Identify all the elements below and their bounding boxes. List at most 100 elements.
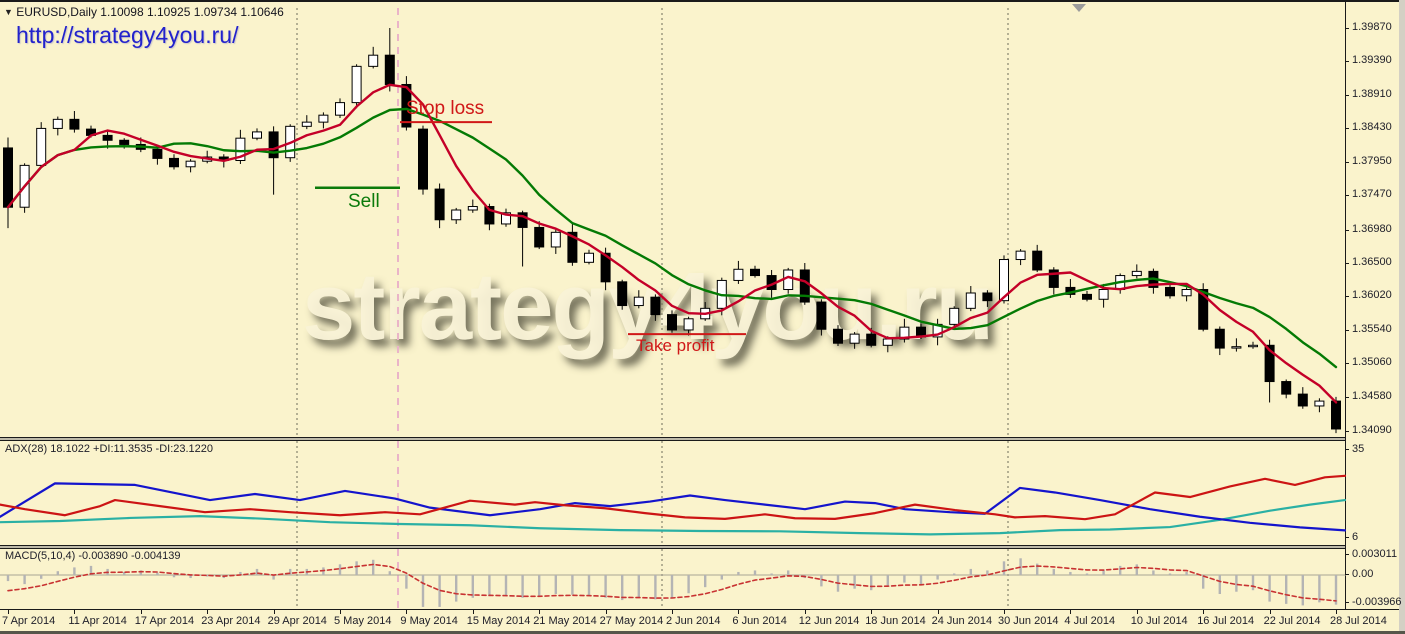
bear-candle[interactable] (1032, 250, 1043, 271)
bull-candle[interactable] (1181, 289, 1192, 297)
bull-candle[interactable] (999, 259, 1009, 302)
sell-annotation[interactable]: Sell (348, 190, 380, 212)
price-axis-label: 1.34580 (1352, 389, 1392, 402)
bull-candle[interactable] (235, 137, 246, 161)
bear-candle[interactable] (1048, 269, 1059, 288)
bear-candle[interactable] (1264, 344, 1275, 383)
bear-candle[interactable] (268, 131, 279, 159)
bull-candle[interactable] (368, 54, 379, 67)
bull-candle[interactable] (467, 206, 478, 211)
bear-candle[interactable] (750, 268, 760, 277)
macd-indicator-canvas[interactable] (0, 549, 1346, 609)
time-axis-label: 2 Jun 2014 (666, 615, 721, 627)
bull-candle[interactable] (1015, 250, 1026, 261)
bull-candle[interactable] (335, 102, 345, 116)
price-axis-label: 1.35540 (1352, 322, 1392, 335)
macd-signal-line (7, 563, 1337, 602)
bear-candle[interactable] (567, 231, 578, 263)
bull-candle[interactable] (633, 296, 644, 307)
time-axis-tick (1203, 610, 1205, 614)
bear-candle[interactable] (517, 212, 528, 228)
panel-separator[interactable] (0, 545, 1346, 549)
bear-candle[interactable] (667, 314, 677, 331)
bull-candle[interactable] (849, 333, 860, 344)
macd-axis-max-tick (1345, 554, 1349, 556)
bear-candle[interactable] (833, 328, 843, 344)
bull-candle[interactable] (733, 268, 744, 281)
price-axis-label: 1.37950 (1352, 154, 1392, 167)
bear-candle[interactable] (384, 54, 395, 85)
bull-candle[interactable] (683, 318, 694, 331)
bull-candle[interactable] (301, 121, 312, 127)
take-profit-annotation[interactable]: Take profit (636, 336, 715, 356)
bear-candle[interactable] (169, 157, 179, 168)
down-arrow-marker[interactable] (1072, 4, 1086, 12)
bull-candle[interactable] (899, 326, 910, 340)
bear-candle[interactable] (650, 296, 661, 316)
time-axis-tick (273, 610, 275, 614)
bear-candle[interactable] (1082, 293, 1092, 300)
bull-candle[interactable] (550, 231, 561, 248)
price-axis-label: 1.35060 (1352, 356, 1392, 369)
stop-loss-annotation[interactable]: Stop loss (406, 98, 485, 120)
adx-axis-max-tick (1345, 449, 1349, 450)
bull-candle[interactable] (882, 338, 893, 346)
bull-candle[interactable] (351, 65, 362, 104)
symbol-dropdown-icon[interactable]: ▼ (4, 7, 13, 17)
time-axis-label: 11 Apr 2014 (68, 615, 127, 627)
bear-candle[interactable] (1297, 393, 1308, 407)
bear-candle[interactable] (866, 333, 877, 346)
bull-candle[interactable] (501, 212, 511, 225)
bear-candle[interactable] (69, 118, 80, 130)
bull-candle[interactable] (252, 131, 262, 139)
bear-candle[interactable] (617, 281, 628, 307)
bear-candle[interactable] (982, 292, 993, 302)
price-axis-tick (1345, 263, 1349, 264)
bull-candle[interactable] (783, 269, 794, 291)
bear-candle[interactable] (434, 188, 445, 221)
main-chart-canvas[interactable] (0, 2, 1346, 437)
minus-di-line (0, 474, 1346, 521)
adx-indicator-canvas[interactable] (0, 441, 1346, 545)
bear-candle[interactable] (1165, 286, 1175, 297)
bull-candle[interactable] (1231, 346, 1242, 349)
bear-candle[interactable] (119, 139, 130, 145)
ma-fast-line (6, 83, 1338, 404)
time-axis-label: 4 Jul 2014 (1064, 615, 1116, 627)
bear-candle[interactable] (534, 226, 545, 248)
bear-candle[interactable] (799, 269, 810, 303)
bull-candle[interactable] (584, 252, 594, 263)
time-axis-label: 6 Jun 2014 (732, 615, 787, 627)
bear-candle[interactable] (1214, 328, 1225, 349)
bear-candle[interactable] (102, 134, 113, 141)
bull-candle[interactable] (965, 292, 976, 309)
time-axis-label: 16 Jul 2014 (1197, 615, 1255, 627)
time-axis-border (0, 609, 1405, 610)
time-axis-tick (340, 610, 341, 614)
bear-candle[interactable] (1198, 289, 1209, 330)
bear-candle[interactable] (401, 83, 412, 128)
bull-candle[interactable] (451, 209, 462, 221)
bull-candle[interactable] (1098, 289, 1109, 300)
bear-candle[interactable] (600, 252, 611, 283)
bear-candle[interactable] (816, 301, 827, 330)
bull-candle[interactable] (1314, 400, 1325, 407)
bull-candle[interactable] (52, 118, 63, 129)
bull-candle[interactable] (318, 114, 329, 123)
bull-candle[interactable] (949, 307, 960, 325)
time-axis-tick (472, 610, 474, 614)
bull-candle[interactable] (1131, 270, 1142, 277)
bear-candle[interactable] (1331, 400, 1341, 430)
time-axis-tick (1269, 610, 1271, 614)
panel-separator[interactable] (0, 437, 1346, 441)
bull-candle[interactable] (185, 160, 196, 168)
bear-candle[interactable] (418, 128, 428, 190)
bear-candle[interactable] (484, 206, 495, 225)
time-axis-tick (140, 610, 142, 614)
bear-candle[interactable] (152, 148, 163, 159)
bear-candle[interactable] (3, 147, 13, 208)
bear-candle[interactable] (1281, 381, 1292, 395)
time-axis-tick (74, 610, 76, 614)
bull-candle[interactable] (36, 127, 47, 166)
bull-candle[interactable] (1248, 344, 1258, 348)
